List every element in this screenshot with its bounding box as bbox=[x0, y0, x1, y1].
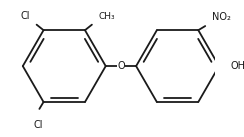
Text: NO₂: NO₂ bbox=[212, 12, 231, 22]
Text: OH: OH bbox=[230, 61, 244, 71]
Text: O: O bbox=[117, 61, 125, 71]
Text: Cl: Cl bbox=[20, 11, 30, 21]
Text: Cl: Cl bbox=[33, 120, 43, 130]
Text: CH₃: CH₃ bbox=[99, 12, 115, 21]
